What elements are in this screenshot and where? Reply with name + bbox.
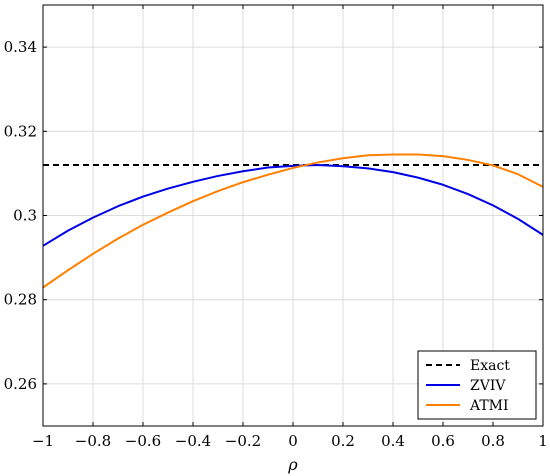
legend-label-zviv: ZVIV (470, 378, 506, 394)
x-tick-label: 0.8 (481, 432, 505, 450)
x-tick-label: −0.4 (175, 432, 211, 450)
x-tick-label: 0.4 (381, 432, 405, 450)
x-tick-label: 1 (538, 432, 548, 450)
x-tick-label: 0.2 (331, 432, 355, 450)
y-tick-label: 0.26 (4, 375, 37, 393)
series-line-atmi (42, 153, 544, 289)
x-tick-label: −1 (32, 432, 54, 450)
y-tick-label: 0.28 (4, 291, 37, 309)
x-tick-label: −0.8 (75, 432, 111, 450)
legend: Exact ZVIV ATMI (417, 350, 537, 420)
x-tick-label: −0.6 (125, 432, 161, 450)
legend-label-atmi: ATMI (469, 398, 509, 414)
y-tick-label: 0.3 (13, 207, 37, 225)
axis-ticks: −1 −0.8 −0.6 −0.4 −0.2 0 0.2 0.4 0.6 0.8 1 0.26 0.28… (4, 5, 548, 450)
series-line-zviv (42, 163, 544, 247)
x-axis-label: ρ (287, 455, 298, 474)
plot-area (42, 153, 544, 289)
x-tick-label: −0.2 (225, 432, 261, 450)
y-tick-label: 0.34 (4, 38, 37, 56)
legend-label-exact: Exact (470, 358, 510, 374)
x-tick-label: 0 (288, 432, 298, 450)
y-tick-label: 0.32 (4, 122, 37, 140)
x-tick-label: 0.6 (431, 432, 455, 450)
